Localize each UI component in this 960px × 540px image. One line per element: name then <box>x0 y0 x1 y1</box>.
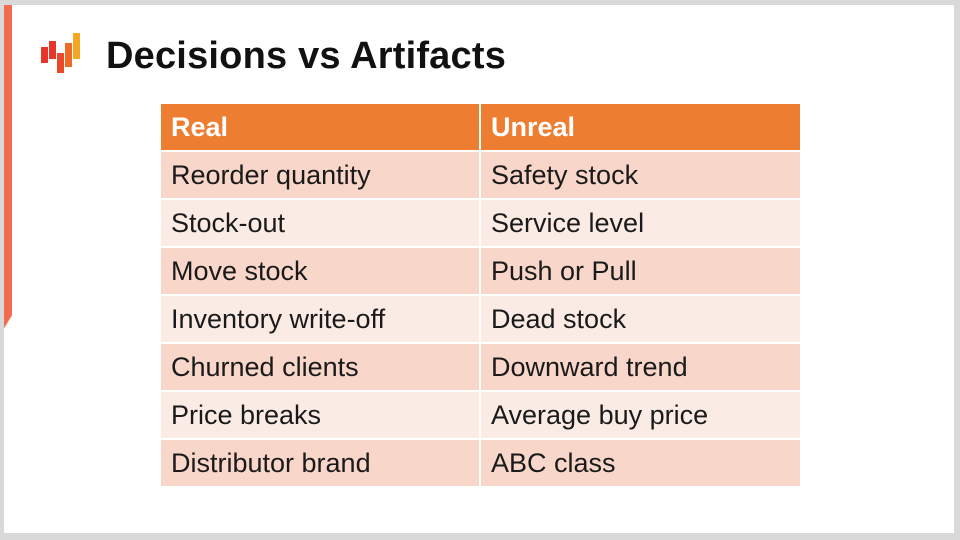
header-real: Real <box>159 102 481 152</box>
slide: Decisions vs Artifacts Real Unreal Reord… <box>4 5 954 533</box>
accent-bar <box>4 5 12 335</box>
cell-unreal: Dead stock <box>479 294 802 344</box>
table-row: Churned clients Downward trend <box>159 342 802 392</box>
cell-real: Stock-out <box>159 198 481 248</box>
cell-unreal: Safety stock <box>479 150 802 200</box>
slide-title: Decisions vs Artifacts <box>106 35 507 77</box>
cell-real: Move stock <box>159 246 481 296</box>
cell-real: Distributor brand <box>159 438 481 488</box>
table-row: Inventory write-off Dead stock <box>159 294 802 344</box>
table-row: Distributor brand ABC class <box>159 438 802 488</box>
table-header-row: Real Unreal <box>159 102 802 152</box>
cell-unreal: Downward trend <box>479 342 802 392</box>
comparison-table: Real Unreal Reorder quantity Safety stoc… <box>159 102 802 488</box>
cell-unreal: Service level <box>479 198 802 248</box>
cell-real: Reorder quantity <box>159 150 481 200</box>
cell-unreal: ABC class <box>479 438 802 488</box>
table-row: Move stock Push or Pull <box>159 246 802 296</box>
table-row: Price breaks Average buy price <box>159 390 802 440</box>
cell-real: Churned clients <box>159 342 481 392</box>
company-logo-icon <box>41 33 80 73</box>
cell-real: Inventory write-off <box>159 294 481 344</box>
table-row: Stock-out Service level <box>159 198 802 248</box>
header-unreal: Unreal <box>479 102 802 152</box>
cell-unreal: Average buy price <box>479 390 802 440</box>
cell-real: Price breaks <box>159 390 481 440</box>
cell-unreal: Push or Pull <box>479 246 802 296</box>
table-row: Reorder quantity Safety stock <box>159 150 802 200</box>
